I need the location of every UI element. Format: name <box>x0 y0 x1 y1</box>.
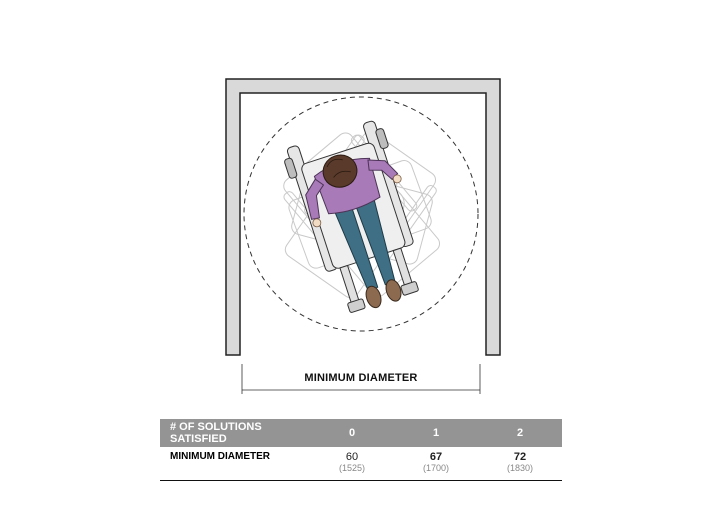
value-mm: (1830) <box>506 463 533 473</box>
table-header-label: # OF SOLUTIONS SATISFIED <box>160 419 310 447</box>
column-header-1: 1 <box>394 419 478 447</box>
wheelchair-user <box>284 120 419 313</box>
row-label: MINIMUM DIAMETER <box>170 451 270 462</box>
wall-left <box>225 78 501 356</box>
cell-0: 60 (1525) <box>310 447 394 481</box>
right-hand <box>392 174 402 184</box>
turning-space-diagram <box>225 78 501 394</box>
head <box>322 154 358 188</box>
cell-2: 72 (1830) <box>478 447 562 481</box>
cell-1: 67 (1700) <box>394 447 478 481</box>
value-mm: (1525) <box>338 463 365 473</box>
dimension-label: MINIMUM DIAMETER <box>304 372 418 384</box>
value-inches: 67 <box>429 451 443 463</box>
right-arm <box>367 159 399 181</box>
left-arm <box>305 178 325 220</box>
left-hand <box>312 218 322 228</box>
table-header-row: # OF SOLUTIONS SATISFIED 0 1 2 <box>160 419 562 447</box>
value-inches: 72 <box>513 451 527 463</box>
dimension-line <box>241 364 481 394</box>
solutions-table: # OF SOLUTIONS SATISFIED 0 1 2 MINIMUM D… <box>160 419 562 481</box>
column-header-0: 0 <box>310 419 394 447</box>
solutions-table-wrapper: # OF SOLUTIONS SATISFIED 0 1 2 MINIMUM D… <box>160 419 562 481</box>
table-row: MINIMUM DIAMETER 60 (1525) 67 (1700) 72 … <box>160 447 562 481</box>
column-header-2: 2 <box>478 419 562 447</box>
value-mm: (1700) <box>422 463 449 473</box>
shoes <box>365 279 402 309</box>
value-inches: 60 <box>345 451 359 463</box>
